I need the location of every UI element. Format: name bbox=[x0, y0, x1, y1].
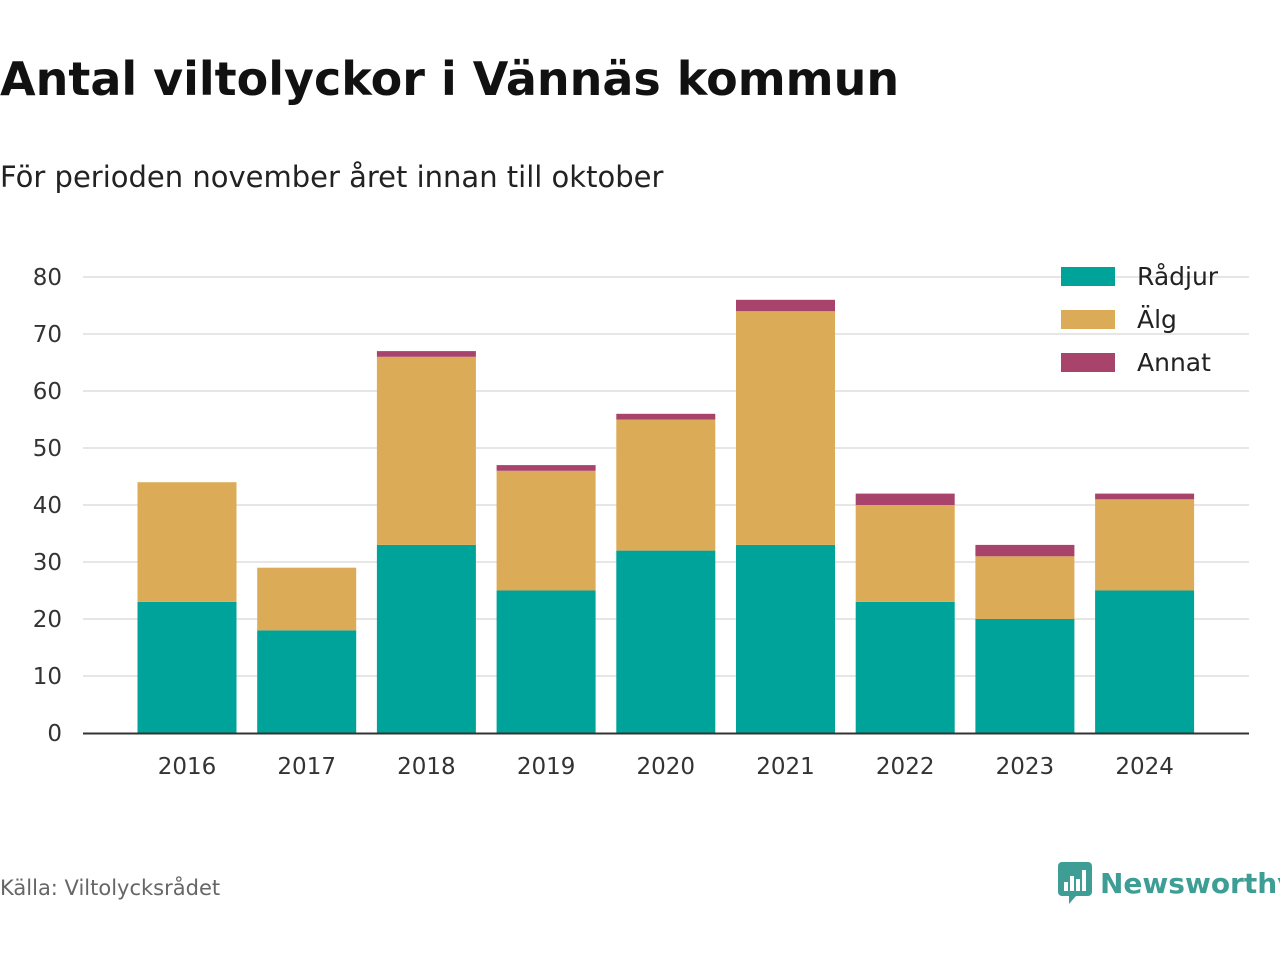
bar-älg-2019 bbox=[496, 470, 596, 591]
bar-rådjur-2017 bbox=[257, 630, 357, 733]
bar-annat-2023 bbox=[975, 544, 1075, 557]
bar-älg-2024 bbox=[1095, 499, 1195, 591]
source-note: Källa: Viltolycksrådet bbox=[0, 876, 221, 900]
legend-swatch bbox=[1061, 267, 1115, 286]
y-tick-label: 70 bbox=[33, 322, 62, 348]
bar-rådjur-2019 bbox=[496, 590, 596, 733]
x-tick-label: 2019 bbox=[517, 754, 576, 780]
legend-label: Älg bbox=[1137, 305, 1177, 334]
legend-swatch bbox=[1061, 353, 1115, 372]
y-tick-label: 60 bbox=[33, 379, 62, 405]
x-tick-label: 2022 bbox=[876, 754, 935, 780]
bar-annat-2019 bbox=[496, 465, 596, 471]
legend: Rådjur Älg Annat bbox=[1061, 262, 1219, 377]
bar-rådjur-2020 bbox=[616, 550, 716, 733]
x-tick-label: 2021 bbox=[756, 754, 815, 780]
bar-älg-2017 bbox=[257, 567, 357, 631]
legend-label: Annat bbox=[1137, 348, 1211, 377]
brand-name: Newsworthy bbox=[1100, 866, 1280, 900]
y-tick-label: 80 bbox=[33, 265, 62, 291]
x-tick-label: 2020 bbox=[637, 754, 696, 780]
x-tick-label: 2024 bbox=[1115, 754, 1174, 780]
legend-swatch bbox=[1061, 310, 1115, 329]
chart-subtitle: För perioden november året innan till ok… bbox=[0, 160, 664, 194]
bar-älg-2018 bbox=[376, 356, 476, 545]
x-axis-ticks: 2016 2017 2018 2019 2020 2021 2022 2023 2024 bbox=[158, 754, 1174, 780]
bar-rådjur-2024 bbox=[1095, 590, 1195, 733]
y-tick-label: 40 bbox=[33, 493, 62, 519]
bar-rådjur-2016 bbox=[137, 601, 237, 733]
bar-älg-2022 bbox=[855, 505, 955, 602]
x-tick-label: 2016 bbox=[158, 754, 217, 780]
y-tick-label: 20 bbox=[33, 607, 62, 633]
legend-label: Rådjur bbox=[1137, 262, 1219, 291]
bar-rådjur-2022 bbox=[855, 601, 955, 733]
y-tick-label: 0 bbox=[47, 721, 62, 747]
bar-älg-2016 bbox=[137, 482, 237, 602]
x-tick-label: 2018 bbox=[397, 754, 456, 780]
chart-title: Antal viltolyckor i Vännäs kommun bbox=[0, 52, 900, 106]
bar-rådjur-2023 bbox=[975, 619, 1075, 733]
bars bbox=[137, 299, 1195, 733]
x-tick-label: 2023 bbox=[996, 754, 1055, 780]
bar-annat-2020 bbox=[616, 413, 716, 420]
bar-annat-2022 bbox=[855, 493, 955, 505]
bar-älg-2021 bbox=[736, 311, 835, 545]
bar-chart-speech-bubble-icon bbox=[1058, 862, 1092, 904]
bar-annat-2018 bbox=[376, 351, 476, 357]
y-tick-label: 10 bbox=[33, 664, 62, 690]
bar-annat-2021 bbox=[736, 299, 835, 312]
bar-annat-2024 bbox=[1095, 493, 1195, 500]
y-tick-label: 30 bbox=[33, 550, 62, 576]
y-axis-ticks: 0 10 20 30 40 50 60 70 80 bbox=[33, 265, 62, 747]
brand-logo: Newsworthy bbox=[1058, 862, 1280, 904]
y-tick-label: 50 bbox=[33, 436, 62, 462]
bar-rådjur-2018 bbox=[376, 544, 476, 733]
x-tick-label: 2017 bbox=[277, 754, 336, 780]
bar-rådjur-2021 bbox=[736, 544, 835, 733]
bar-älg-2023 bbox=[975, 556, 1075, 619]
bar-älg-2020 bbox=[616, 419, 716, 551]
